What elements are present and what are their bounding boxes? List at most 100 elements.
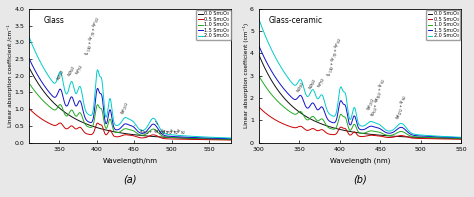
- 0.0 Sm₂O₃: [458, 138, 464, 140]
- 2.0 Sm₂O₃: [279, 68, 285, 70]
- 0.0 Sm₂O₃: [342, 129, 348, 132]
- 0.5 Sm₂O₃: [49, 124, 55, 126]
- 1.0 Sm₂O₃: [228, 138, 234, 140]
- Text: $^4L_{13/2}+^4F_{7/2}+^4P_{3/2}$: $^4L_{13/2}+^4F_{7/2}+^4P_{3/2}$: [82, 16, 102, 57]
- Text: (a): (a): [124, 175, 137, 185]
- Text: $^6P_{7/2}$: $^6P_{7/2}$: [316, 76, 328, 89]
- Text: $^4M_{17/2}+^4F_{9/2}$: $^4M_{17/2}+^4F_{9/2}$: [160, 127, 186, 137]
- Y-axis label: Linear absorption coefficient (cm⁻¹): Linear absorption coefficient (cm⁻¹): [243, 23, 248, 128]
- Line: 1.5 Sm₂O₃: 1.5 Sm₂O₃: [259, 46, 461, 138]
- 1.0 Sm₂O₃: [334, 126, 339, 128]
- 0.5 Sm₂O₃: [279, 122, 285, 125]
- 2.0 Sm₂O₃: [256, 18, 262, 20]
- 0.5 Sm₂O₃: [291, 126, 297, 129]
- 2.0 Sm₂O₃: [291, 84, 297, 86]
- 1.5 Sm₂O₃: [342, 104, 348, 106]
- 0.5 Sm₂O₃: [256, 106, 262, 108]
- 2.0 Sm₂O₃: [455, 136, 460, 138]
- Text: $^4G_{5/2}+^4M_{15/2}+^4F_{5/2}$: $^4G_{5/2}+^4M_{15/2}+^4F_{5/2}$: [138, 127, 179, 137]
- Line: 0.5 Sm₂O₃: 0.5 Sm₂O₃: [259, 107, 461, 139]
- 1.0 Sm₂O₃: [49, 108, 55, 110]
- 0.0 Sm₂O₃: [225, 138, 230, 141]
- 1.0 Sm₂O₃: [279, 104, 285, 107]
- Line: 1.0 Sm₂O₃: 1.0 Sm₂O₃: [29, 83, 231, 139]
- 0.0 Sm₂O₃: [455, 138, 460, 140]
- 1.5 Sm₂O₃: [455, 136, 460, 139]
- 1.5 Sm₂O₃: [26, 57, 32, 59]
- Text: $^4D_{3/2}$: $^4D_{3/2}$: [54, 68, 67, 82]
- 2.0 Sm₂O₃: [113, 124, 118, 126]
- 2.0 Sm₂O₃: [225, 137, 230, 139]
- 2.0 Sm₂O₃: [334, 111, 339, 113]
- 0.5 Sm₂O₃: [104, 133, 109, 136]
- Line: 0.5 Sm₂O₃: 0.5 Sm₂O₃: [29, 109, 231, 140]
- Y-axis label: Linear absorption coefficient /cm⁻¹: Linear absorption coefficient /cm⁻¹: [7, 24, 13, 127]
- 1.0 Sm₂O₃: [113, 131, 118, 134]
- 0.5 Sm₂O₃: [26, 107, 32, 110]
- Text: $^4M_{15/2}$: $^4M_{15/2}$: [364, 97, 377, 112]
- 2.0 Sm₂O₃: [342, 92, 348, 94]
- 1.5 Sm₂O₃: [334, 118, 339, 121]
- Text: $^4D_{5/2}$: $^4D_{5/2}$: [307, 77, 319, 91]
- 1.0 Sm₂O₃: [342, 116, 348, 118]
- 1.0 Sm₂O₃: [26, 82, 32, 84]
- 0.5 Sm₂O₃: [433, 138, 438, 140]
- Text: $^4L_{13/2}+^4F_{7/2}+^4P_{3/2}$: $^4L_{13/2}+^4F_{7/2}+^4P_{3/2}$: [325, 36, 345, 78]
- 2.0 Sm₂O₃: [49, 80, 55, 83]
- 0.0 Sm₂O₃: [203, 138, 209, 140]
- 1.5 Sm₂O₃: [228, 138, 234, 140]
- Text: $^6P_{7/2}$: $^6P_{7/2}$: [74, 62, 86, 76]
- 1.5 Sm₂O₃: [291, 98, 297, 100]
- Line: 2.0 Sm₂O₃: 2.0 Sm₂O₃: [259, 19, 461, 137]
- 0.5 Sm₂O₃: [228, 139, 234, 141]
- 2.0 Sm₂O₃: [61, 87, 67, 89]
- 1.5 Sm₂O₃: [203, 137, 209, 139]
- 1.5 Sm₂O₃: [433, 136, 438, 138]
- Legend: 0.0 Sm₂O₃, 0.5 Sm₂O₃, 1.0 Sm₂O₃, 1.5 Sm₂O₃, 2.0 Sm₂O₃: 0.0 Sm₂O₃, 0.5 Sm₂O₃, 1.0 Sm₂O₃, 1.5 Sm₂…: [196, 10, 230, 40]
- 0.5 Sm₂O₃: [203, 138, 209, 141]
- 0.0 Sm₂O₃: [113, 131, 118, 133]
- 0.5 Sm₂O₃: [342, 127, 348, 130]
- 0.0 Sm₂O₃: [291, 107, 297, 109]
- 0.0 Sm₂O₃: [279, 94, 285, 97]
- 1.0 Sm₂O₃: [104, 127, 109, 129]
- 1.0 Sm₂O₃: [433, 137, 438, 139]
- Line: 1.5 Sm₂O₃: 1.5 Sm₂O₃: [29, 58, 231, 139]
- Text: $^4M_{17/2}+^4F_{9/2}$: $^4M_{17/2}+^4F_{9/2}$: [393, 94, 410, 121]
- Text: $^4G_{5/2}+^4M_{15/2}+^4F_{5/2}$: $^4G_{5/2}+^4M_{15/2}+^4F_{5/2}$: [369, 77, 389, 118]
- 2.0 Sm₂O₃: [433, 135, 438, 137]
- 1.5 Sm₂O₃: [49, 95, 55, 97]
- 2.0 Sm₂O₃: [203, 136, 209, 138]
- Line: 1.0 Sm₂O₃: 1.0 Sm₂O₃: [259, 76, 461, 138]
- Line: 0.0 Sm₂O₃: 0.0 Sm₂O₃: [29, 67, 231, 139]
- 0.0 Sm₂O₃: [228, 138, 234, 141]
- 2.0 Sm₂O₃: [458, 136, 464, 138]
- 1.5 Sm₂O₃: [225, 138, 230, 140]
- 1.0 Sm₂O₃: [455, 137, 460, 139]
- 1.0 Sm₂O₃: [203, 138, 209, 140]
- 0.5 Sm₂O₃: [334, 132, 339, 135]
- 0.0 Sm₂O₃: [256, 53, 262, 56]
- 1.5 Sm₂O₃: [61, 100, 67, 103]
- 0.0 Sm₂O₃: [433, 137, 438, 139]
- Line: 2.0 Sm₂O₃: 2.0 Sm₂O₃: [29, 37, 231, 138]
- 1.0 Sm₂O₃: [458, 137, 464, 139]
- 0.5 Sm₂O₃: [458, 138, 464, 140]
- X-axis label: Wavelength/nm: Wavelength/nm: [103, 158, 158, 164]
- 0.5 Sm₂O₃: [113, 136, 118, 138]
- Text: (b): (b): [353, 175, 367, 185]
- 0.5 Sm₂O₃: [61, 126, 67, 128]
- 1.5 Sm₂O₃: [279, 85, 285, 88]
- 1.5 Sm₂O₃: [113, 128, 118, 131]
- Line: 0.0 Sm₂O₃: 0.0 Sm₂O₃: [259, 55, 461, 139]
- X-axis label: Wavelength (nm): Wavelength (nm): [330, 158, 390, 164]
- 1.0 Sm₂O₃: [291, 113, 297, 115]
- Text: $^4D_{3/2}$: $^4D_{3/2}$: [295, 79, 307, 94]
- 2.0 Sm₂O₃: [26, 36, 32, 38]
- Text: $^4M_{15/2}$: $^4M_{15/2}$: [118, 101, 132, 116]
- 2.0 Sm₂O₃: [104, 115, 109, 118]
- 1.0 Sm₂O₃: [256, 75, 262, 77]
- 0.0 Sm₂O₃: [104, 129, 109, 131]
- 0.5 Sm₂O₃: [225, 139, 230, 141]
- Text: $^4D_{5/2}$: $^4D_{5/2}$: [65, 64, 78, 78]
